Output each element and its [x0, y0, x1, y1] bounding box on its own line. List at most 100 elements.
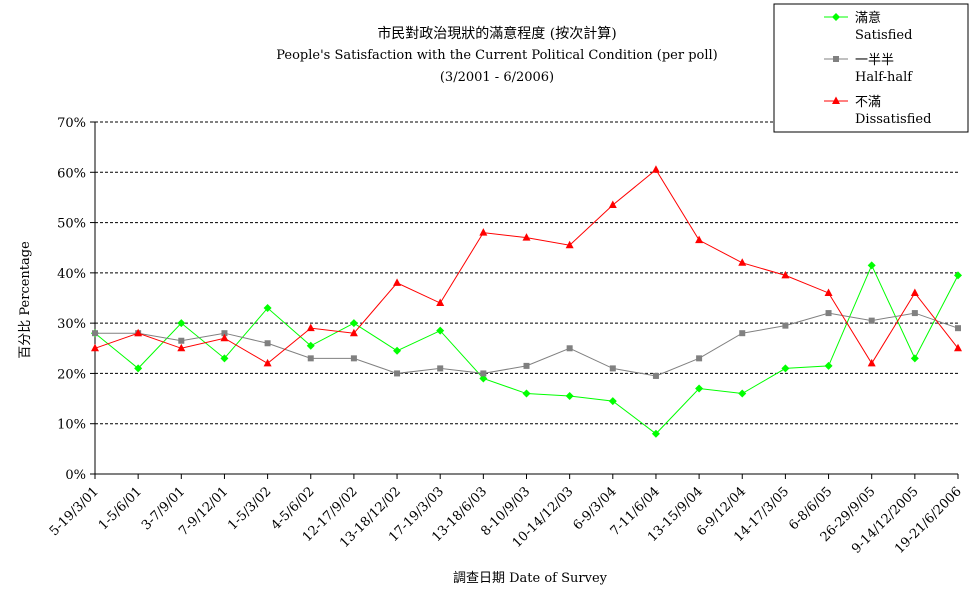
data-point — [608, 200, 617, 208]
data-point — [739, 330, 746, 337]
y-tick-label: 70% — [57, 116, 86, 131]
data-point — [825, 310, 832, 317]
y-axis-tick-labels: 0% 10% 20% 30% 40% 50% 60% 70% — [57, 116, 86, 483]
data-point — [177, 319, 186, 328]
x-tick-label: 5-19/3/01 — [47, 484, 102, 539]
data-point — [350, 355, 357, 362]
legend-label-en: Satisfied — [855, 28, 912, 43]
data-point — [436, 298, 445, 307]
grid-lines — [95, 121, 958, 425]
data-point — [696, 355, 703, 362]
data-point — [781, 364, 790, 373]
data-point — [437, 365, 444, 372]
data-point — [824, 361, 833, 370]
legend-box — [773, 3, 969, 133]
data-point — [134, 328, 143, 337]
plot-series — [91, 165, 962, 438]
data-point — [954, 271, 962, 280]
data-point — [91, 343, 99, 352]
series-satisfied — [91, 261, 962, 438]
data-point — [738, 389, 747, 398]
legend: 滿意 Satisfied 一半半 Half-half 不滿 Dissatisfied — [773, 3, 969, 133]
y-tick-label: 10% — [57, 418, 86, 433]
data-point — [910, 354, 919, 363]
data-point — [911, 310, 918, 317]
data-point — [393, 278, 402, 286]
chart-subtitle: People's Satisfaction with the Current P… — [276, 48, 717, 63]
legend-label-en: Dissatisfied — [855, 112, 931, 127]
data-point — [695, 235, 704, 244]
data-point — [566, 345, 573, 352]
data-point — [782, 322, 789, 329]
legend-swatch-marker — [833, 56, 839, 62]
data-point — [436, 326, 445, 335]
data-point — [306, 341, 315, 350]
legend-label-zh: 滿意 — [855, 10, 881, 26]
data-point — [781, 270, 790, 279]
data-point — [394, 370, 401, 377]
data-point — [263, 358, 272, 367]
legend-item-satisfied: 滿意 Satisfied — [824, 10, 912, 43]
data-point — [738, 258, 747, 266]
data-point — [651, 165, 660, 173]
data-point — [220, 354, 229, 363]
data-point — [522, 389, 531, 398]
legend-label-en: Half-half — [855, 70, 913, 85]
y-tick-label: 50% — [57, 217, 86, 232]
y-tick-label: 20% — [57, 367, 86, 382]
data-point — [177, 343, 186, 352]
data-point — [868, 317, 875, 324]
legend-swatch-marker — [832, 13, 840, 21]
data-point — [220, 333, 229, 342]
data-point — [824, 288, 833, 296]
data-point — [522, 233, 531, 241]
y-tick-label: 30% — [57, 317, 86, 332]
series-dissatisfied — [91, 165, 962, 367]
legend-label-zh: 一半半 — [855, 53, 894, 68]
x-axis-title: 調查日期 Date of Survey — [453, 571, 608, 586]
x-tick-label: 1-5/3/02 — [225, 484, 274, 533]
data-point — [910, 288, 919, 296]
data-point — [263, 304, 272, 313]
series-half-half — [92, 310, 961, 379]
x-tick-label: 1-5/6/01 — [96, 484, 145, 533]
data-point — [349, 319, 358, 328]
data-point — [134, 364, 143, 373]
data-point — [867, 261, 876, 270]
data-point — [479, 374, 488, 383]
data-point — [92, 330, 98, 337]
legend-item-dissatisfied: 不滿 Dissatisfied — [824, 94, 931, 127]
data-point — [565, 392, 574, 401]
data-point — [867, 358, 876, 367]
data-point — [523, 362, 530, 369]
data-point — [954, 343, 962, 352]
data-point — [178, 337, 185, 344]
data-point — [695, 384, 704, 393]
data-point — [221, 330, 228, 337]
data-point — [652, 372, 659, 379]
data-point — [609, 365, 616, 372]
legend-item-half-half: 一半半 Half-half — [824, 53, 913, 85]
data-point — [479, 228, 488, 236]
axes — [90, 121, 959, 479]
y-tick-label: 60% — [57, 166, 86, 181]
data-point — [608, 397, 617, 406]
y-tick-label: 40% — [57, 267, 86, 282]
data-point — [480, 370, 487, 377]
chart-title: 市民對政治現狀的滿意程度 (按次計算) — [377, 25, 616, 42]
data-point — [955, 325, 961, 332]
y-tick-label: 0% — [65, 468, 86, 483]
data-point — [306, 323, 315, 332]
data-point — [393, 346, 402, 355]
data-point — [307, 355, 314, 362]
data-point — [565, 240, 574, 249]
legend-swatch-marker — [832, 96, 840, 104]
x-axis-tick-labels: 5-19/3/011-5/6/013-7/9/017-9/12/011-5/3/… — [47, 484, 965, 557]
data-point — [651, 429, 660, 438]
y-axis-title: 百分比 Percentage — [18, 241, 33, 359]
data-point — [264, 340, 271, 347]
data-point — [349, 328, 358, 337]
legend-label-zh: 不滿 — [855, 94, 881, 110]
chart-period: (3/2001 - 6/2006) — [440, 70, 554, 85]
